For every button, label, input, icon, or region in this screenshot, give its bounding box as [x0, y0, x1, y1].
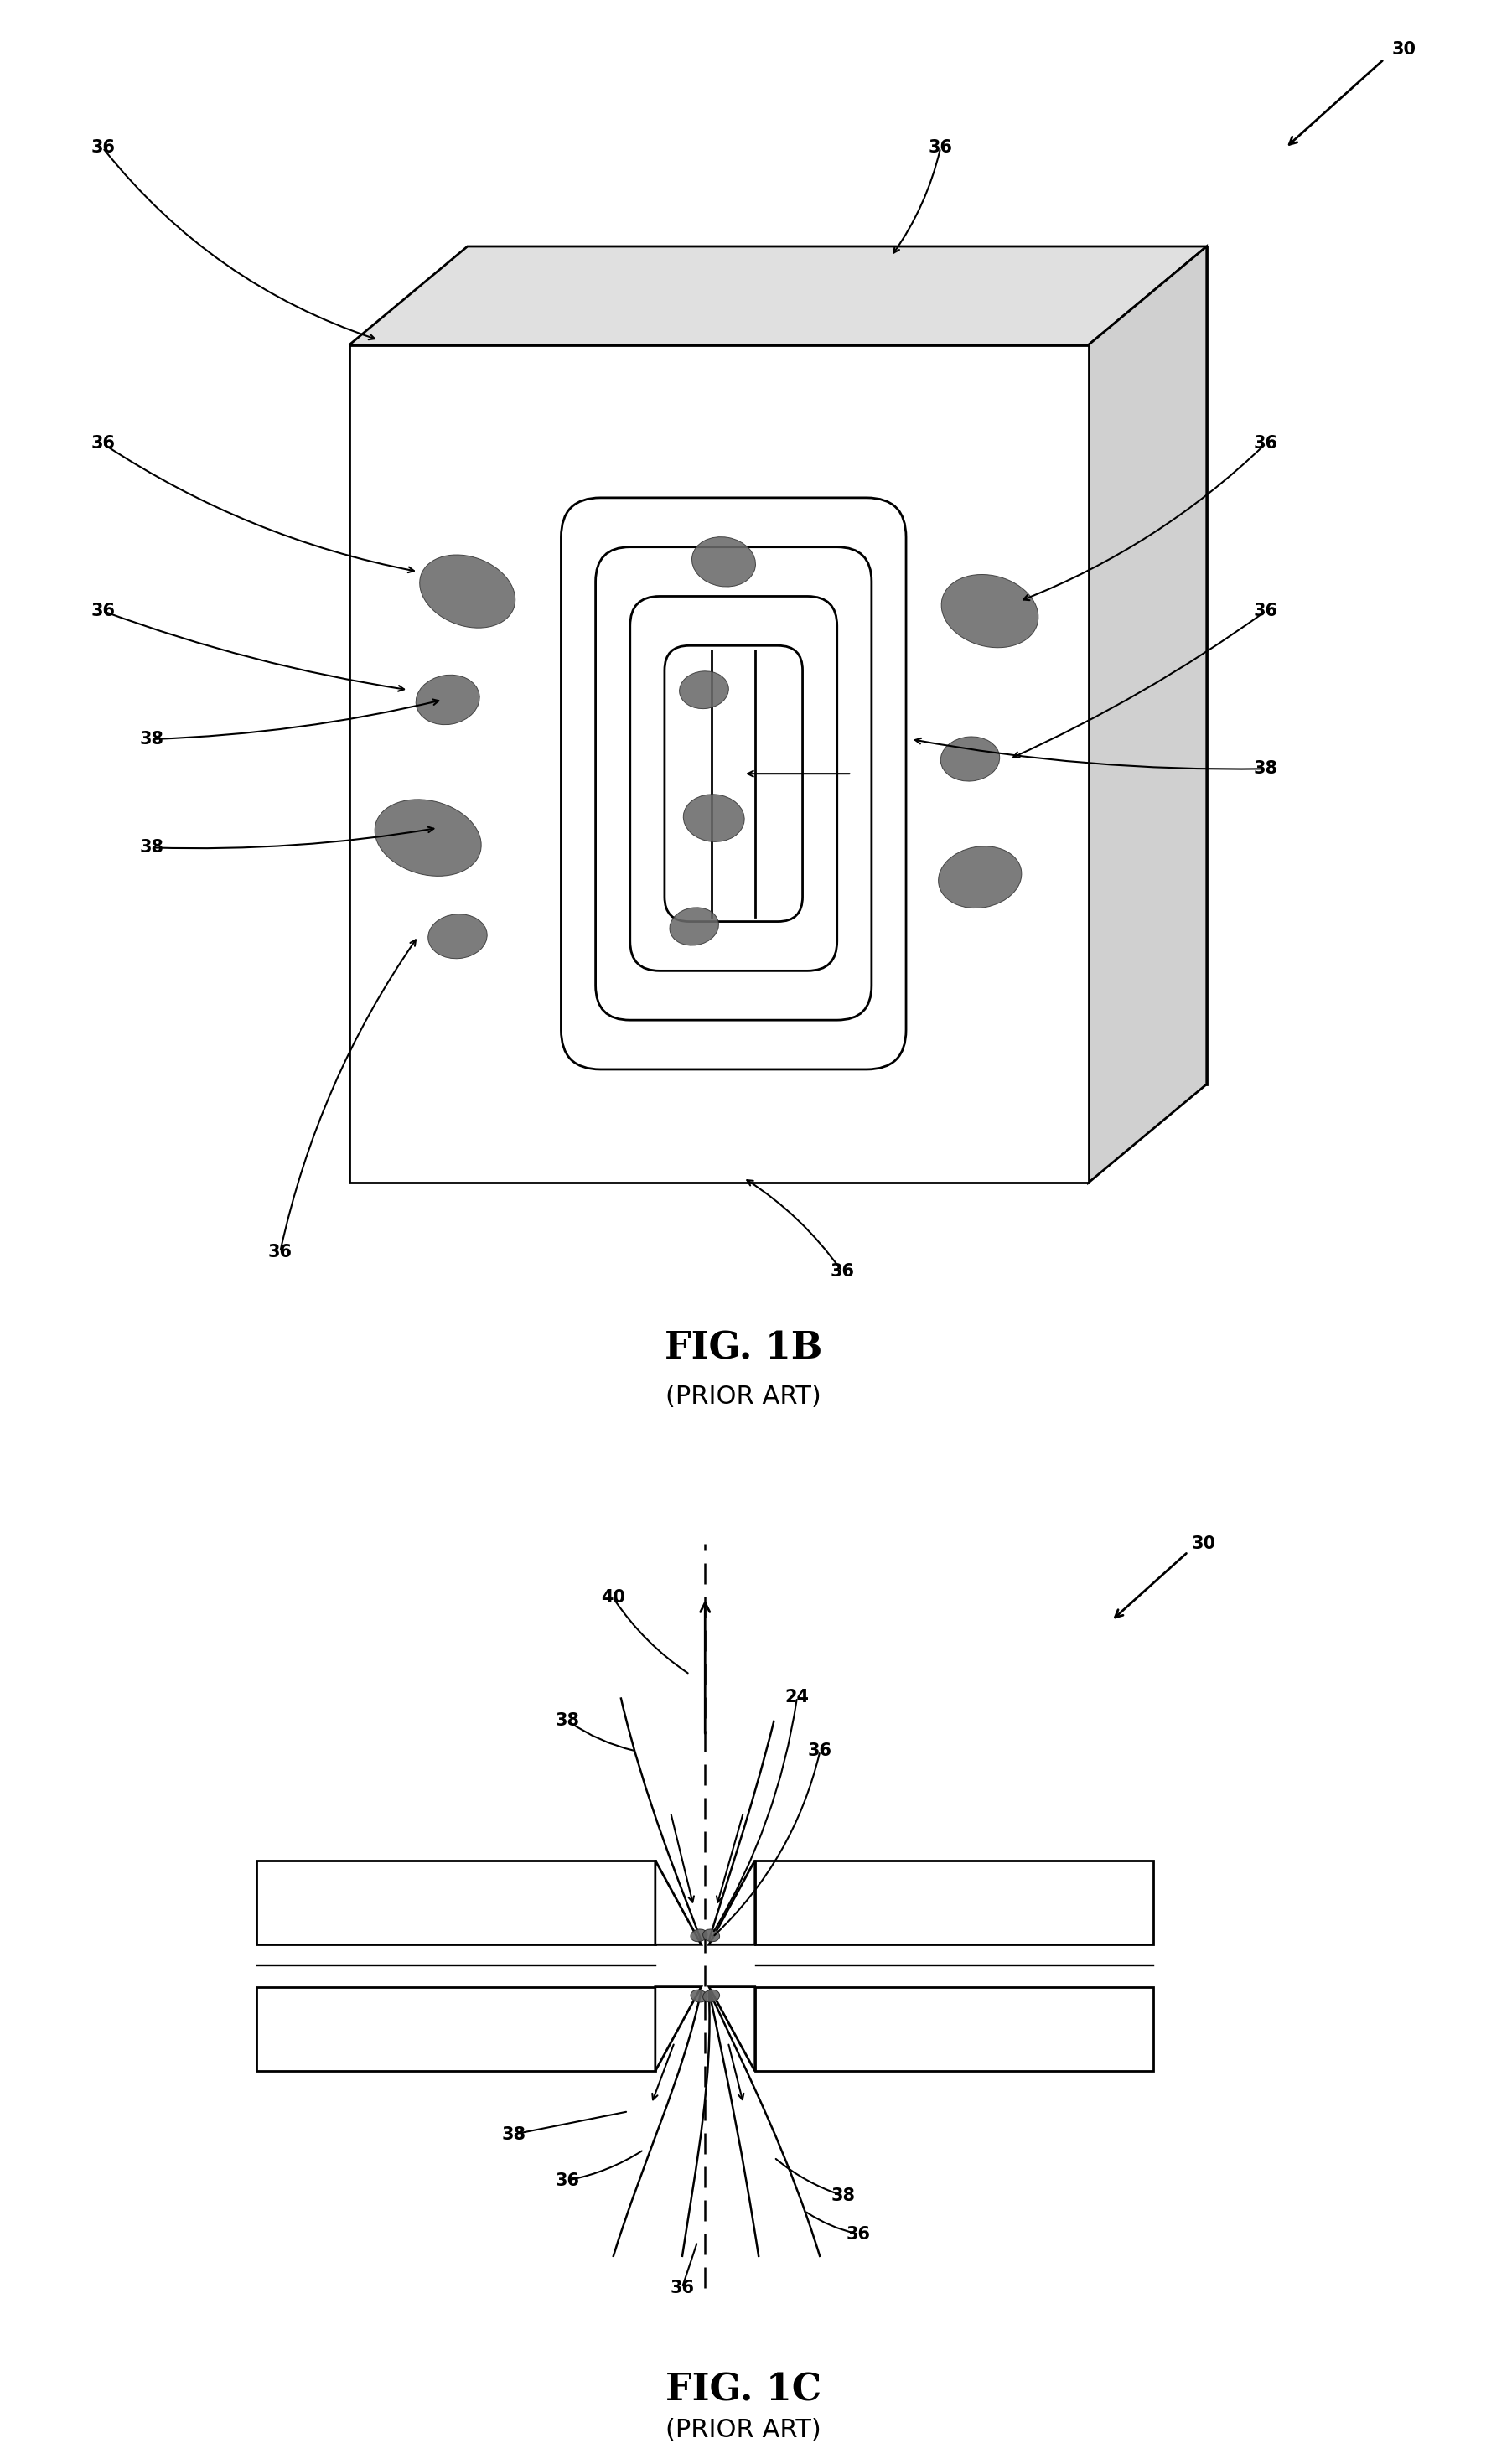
Text: (PRIOR ART): (PRIOR ART): [666, 1385, 820, 1409]
Ellipse shape: [416, 675, 480, 724]
Text: 36: 36: [1253, 604, 1278, 618]
Polygon shape: [349, 345, 1088, 1183]
Ellipse shape: [374, 798, 481, 877]
Text: FIG. 1B: FIG. 1B: [664, 1331, 822, 1368]
Polygon shape: [655, 1860, 701, 1944]
Text: 36: 36: [807, 1742, 832, 1759]
Ellipse shape: [669, 907, 718, 946]
Text: (PRIOR ART): (PRIOR ART): [666, 2417, 820, 2442]
Polygon shape: [655, 1986, 701, 2072]
Text: 40: 40: [600, 1589, 626, 1607]
Text: 38: 38: [501, 2126, 525, 2144]
Polygon shape: [709, 1860, 755, 1944]
Ellipse shape: [938, 845, 1021, 909]
Text: 36: 36: [1253, 436, 1278, 451]
Ellipse shape: [419, 554, 516, 628]
Ellipse shape: [941, 737, 999, 781]
Text: 36: 36: [267, 1244, 293, 1259]
Text: 38: 38: [554, 1712, 580, 1730]
FancyBboxPatch shape: [630, 596, 837, 971]
Ellipse shape: [679, 670, 728, 710]
Ellipse shape: [690, 1929, 707, 1942]
Polygon shape: [349, 246, 1207, 345]
Text: 38: 38: [140, 732, 163, 747]
Text: 36: 36: [91, 604, 114, 618]
Text: 38: 38: [831, 2188, 854, 2205]
Polygon shape: [257, 1986, 655, 2072]
Polygon shape: [755, 1986, 1153, 2072]
Text: 24: 24: [785, 1688, 808, 1705]
Ellipse shape: [684, 793, 744, 843]
Text: 36: 36: [554, 2171, 580, 2188]
Text: 30: 30: [1391, 42, 1415, 57]
FancyBboxPatch shape: [664, 646, 802, 922]
Text: 30: 30: [1190, 1535, 1216, 1552]
Text: 36: 36: [91, 140, 114, 155]
Ellipse shape: [703, 1929, 719, 1942]
Text: 36: 36: [670, 2279, 694, 2296]
Ellipse shape: [703, 1991, 719, 2003]
FancyBboxPatch shape: [596, 547, 871, 1020]
Polygon shape: [257, 1860, 655, 1944]
Text: 36: 36: [927, 140, 953, 155]
Ellipse shape: [690, 1991, 707, 2003]
Ellipse shape: [428, 914, 487, 958]
Polygon shape: [1088, 246, 1207, 1183]
Polygon shape: [709, 1986, 755, 2072]
Ellipse shape: [941, 574, 1037, 648]
Text: 36: 36: [91, 436, 114, 451]
Text: 36: 36: [846, 2225, 871, 2242]
Polygon shape: [755, 1860, 1153, 1944]
Text: 38: 38: [1253, 761, 1278, 776]
Text: FIG. 1C: FIG. 1C: [666, 2373, 820, 2407]
Ellipse shape: [691, 537, 755, 586]
Polygon shape: [467, 246, 1207, 1084]
Text: 36: 36: [829, 1264, 853, 1279]
Text: 38: 38: [140, 840, 163, 855]
FancyBboxPatch shape: [560, 498, 905, 1069]
